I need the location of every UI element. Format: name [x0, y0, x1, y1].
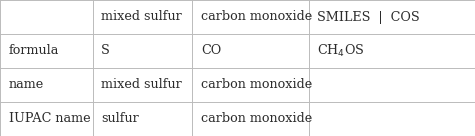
- Text: CH$_4$OS: CH$_4$OS: [317, 43, 365, 59]
- Text: mixed sulfur: mixed sulfur: [101, 78, 182, 92]
- Text: name: name: [9, 78, 44, 92]
- Text: S: S: [101, 44, 110, 58]
- Text: CO: CO: [201, 44, 221, 58]
- Text: IUPAC name: IUPAC name: [9, 112, 90, 126]
- Text: mixed sulfur: mixed sulfur: [101, 10, 182, 24]
- Text: sulfur: sulfur: [101, 112, 139, 126]
- Text: carbon monoxide: carbon monoxide: [201, 112, 312, 126]
- Text: SMILES  |  COS: SMILES | COS: [317, 10, 420, 24]
- Text: carbon monoxide: carbon monoxide: [201, 78, 312, 92]
- Text: carbon monoxide: carbon monoxide: [201, 10, 312, 24]
- Text: formula: formula: [9, 44, 59, 58]
